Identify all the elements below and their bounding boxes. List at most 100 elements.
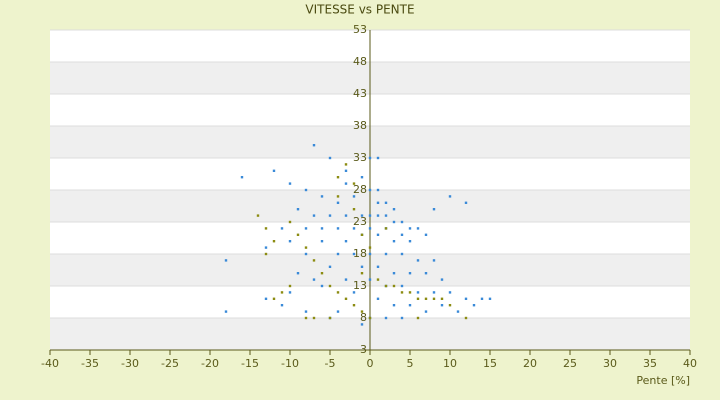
point	[368, 227, 372, 230]
point	[400, 233, 404, 236]
point	[368, 278, 372, 281]
point	[448, 195, 452, 198]
point	[408, 227, 412, 230]
point	[376, 201, 380, 204]
point	[344, 297, 348, 300]
x-tick-label: -15	[241, 357, 259, 370]
point	[416, 291, 420, 294]
point	[408, 291, 412, 294]
point	[304, 310, 308, 313]
point	[440, 297, 444, 300]
x-tick-label: -40	[41, 357, 59, 370]
point	[440, 278, 444, 281]
y-tick-label: 33	[353, 151, 367, 164]
x-tick-label: 5	[407, 357, 414, 370]
point	[328, 214, 332, 217]
point	[384, 227, 388, 230]
point	[320, 284, 324, 288]
point	[344, 169, 348, 172]
point	[352, 304, 356, 307]
point	[304, 246, 308, 249]
point	[312, 316, 316, 320]
point	[448, 291, 452, 294]
point	[432, 291, 436, 294]
point	[224, 310, 228, 313]
point	[288, 220, 292, 224]
point	[392, 208, 396, 211]
x-tick-label: 25	[563, 357, 577, 370]
point	[344, 278, 348, 281]
point	[456, 310, 460, 313]
point	[352, 182, 356, 185]
point	[240, 176, 244, 179]
point	[408, 240, 412, 243]
point	[416, 227, 420, 230]
x-tick-label: -10	[281, 357, 299, 370]
point	[424, 272, 428, 275]
point	[272, 240, 276, 243]
point	[352, 208, 356, 211]
point	[408, 304, 412, 307]
point	[472, 304, 476, 307]
point	[424, 233, 428, 236]
point	[272, 169, 276, 172]
x-tick-label: 15	[483, 357, 497, 370]
y-tick-label: 48	[353, 55, 367, 68]
point	[360, 214, 364, 217]
point	[392, 304, 396, 307]
y-tick-label: 23	[353, 215, 367, 228]
point	[336, 252, 340, 256]
y-tick-label: 28	[353, 183, 367, 196]
point	[336, 176, 340, 179]
point	[360, 265, 364, 268]
point	[296, 233, 300, 236]
point	[312, 144, 316, 147]
point	[464, 297, 468, 300]
point	[328, 156, 332, 160]
point	[352, 227, 356, 230]
point	[376, 278, 380, 281]
point	[304, 227, 308, 230]
point	[336, 201, 340, 204]
point	[392, 284, 396, 288]
point	[360, 233, 364, 236]
point	[360, 323, 364, 326]
point	[368, 156, 372, 160]
point	[344, 163, 348, 166]
point	[288, 291, 292, 294]
point	[432, 259, 436, 262]
point	[408, 272, 412, 275]
point	[368, 214, 372, 217]
y-tick-label: 43	[353, 87, 367, 100]
y-tick-label: 38	[353, 119, 367, 132]
point	[400, 284, 404, 288]
x-tick-label: 0	[367, 357, 374, 370]
point	[304, 252, 308, 256]
x-tick-label: -30	[121, 357, 139, 370]
point	[336, 227, 340, 230]
point	[312, 214, 316, 217]
point	[264, 246, 268, 249]
point	[304, 316, 308, 320]
point	[384, 214, 388, 217]
point	[264, 227, 268, 230]
point	[424, 310, 428, 313]
point	[416, 316, 420, 320]
point	[376, 233, 380, 236]
y-tick-label: 8	[360, 311, 367, 324]
point	[352, 195, 356, 198]
point	[328, 284, 332, 288]
point	[360, 176, 364, 179]
point	[224, 259, 228, 262]
point	[416, 297, 420, 300]
y-tick-label: 3	[360, 343, 367, 356]
point	[400, 220, 404, 224]
point	[376, 297, 380, 300]
point	[400, 252, 404, 256]
point	[416, 259, 420, 262]
x-tick-label: 35	[643, 357, 657, 370]
point	[320, 227, 324, 230]
point	[304, 188, 308, 192]
point	[368, 252, 372, 256]
